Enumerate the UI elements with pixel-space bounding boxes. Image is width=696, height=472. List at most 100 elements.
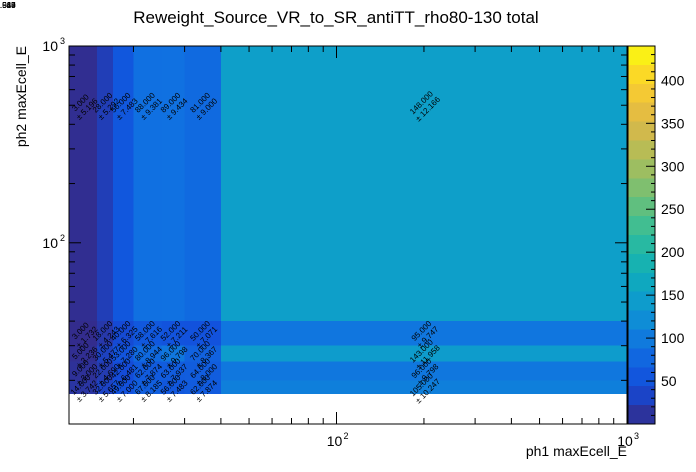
colorbar-band	[628, 367, 655, 387]
heatmap-cell	[69, 380, 98, 395]
heatmap-cell	[69, 345, 98, 362]
heatmap-cell	[220, 345, 628, 362]
cell-error-label: ± 18.947	[0, 1, 16, 10]
y-tick-label-exponent: 2	[60, 233, 65, 243]
heatmap-cell	[133, 380, 162, 395]
colorbar-band	[628, 348, 655, 368]
heatmap-cell	[69, 321, 98, 346]
colorbar-band	[628, 310, 655, 330]
cell-value-label: 359.000	[0, 0, 15, 1]
chart-title: Reweight_Source_VR_to_SR_antiTT_rho80-13…	[133, 8, 538, 27]
colorbar-tick-label: 50	[661, 373, 677, 389]
colorbar-band	[628, 140, 655, 160]
heatmap-cell	[97, 345, 113, 362]
heatmap-cell	[97, 361, 113, 381]
y-tick-label-exponent: 3	[60, 36, 65, 46]
colorbar-band	[628, 159, 655, 179]
colorbar-band	[628, 197, 655, 217]
heatmap-cell	[69, 361, 98, 381]
x-tick-label: 10 2	[327, 431, 349, 449]
cell-error-label: ± 19.519	[0, 1, 16, 10]
heatmap-cell	[133, 345, 162, 362]
cell-error-label: ± 14.560	[0, 1, 16, 10]
colorbar-band	[628, 46, 655, 65]
heatmap-cell	[133, 321, 162, 346]
colorbar-band	[628, 102, 655, 122]
cell-value-label: 381.000	[0, 0, 15, 1]
cell-value-label: 212.000	[0, 0, 15, 1]
cell-value-label: 442.000	[0, 0, 15, 1]
heatmap-cell	[112, 321, 134, 346]
colorbar: 50 100 150 200 250 300 350 400	[627, 45, 685, 425]
cell-label: 56.000± 7.483	[159, 373, 190, 404]
colorbar-tick-label: 400	[661, 72, 685, 88]
colorbar-band	[628, 64, 655, 84]
cell-label: 381.000± 19.519	[0, 0, 16, 10]
heatmap-cell	[112, 345, 134, 362]
heatmap-cell	[97, 321, 113, 346]
colorbar-band	[628, 235, 655, 254]
colorbar-tick-label: 250	[661, 201, 685, 217]
colorbar-band	[628, 386, 655, 406]
colorbar-band	[628, 272, 655, 292]
colorbar-band	[628, 178, 655, 198]
heatmap-cell	[161, 321, 185, 346]
x-tick-label-exponent: 3	[634, 431, 639, 441]
heatmap-cells	[69, 46, 628, 395]
heatmap-cell	[161, 345, 185, 362]
colorbar-tick-label: 300	[661, 158, 685, 174]
colorbar-band	[628, 329, 655, 349]
cell-error-label: ± 21.024	[0, 1, 16, 10]
y-tick-label-base: 10	[42, 235, 58, 251]
cell-label: 422.000± 20.543	[0, 0, 16, 10]
colorbar-band	[628, 253, 655, 273]
heatmap-cell	[112, 361, 134, 381]
colorbar-band	[628, 291, 655, 311]
colorbar-band	[628, 83, 655, 103]
heatmap-cell	[133, 361, 162, 381]
colorbar-band	[628, 121, 655, 141]
x-axis-label: ph1 maxEcell_E	[526, 443, 627, 459]
x-tick-label: 10 3	[617, 431, 639, 449]
heatmap-cell	[133, 46, 162, 322]
heatmap-cell	[220, 380, 628, 395]
y-tick-label: 10 3	[42, 36, 65, 54]
colorbar-tick-label: 100	[661, 330, 685, 346]
x-tick-label-base: 10	[617, 433, 633, 449]
cell-value-label: 422.000	[0, 0, 15, 1]
cell-label: 56.000± 7.483	[109, 91, 140, 122]
cell-label: 442.000± 21.024	[0, 0, 16, 10]
heatmap-cell	[112, 46, 134, 322]
heatmap-cell	[220, 361, 628, 381]
heatmap-cell	[97, 380, 113, 395]
y-tick-label-base: 10	[42, 38, 58, 54]
x-tick-label-exponent: 2	[343, 431, 348, 441]
heatmap-cell	[112, 380, 134, 395]
plot-frame	[68, 45, 628, 425]
colorbar-tick-label: 200	[661, 244, 685, 260]
y-tick-label: 10 2	[42, 233, 65, 251]
colorbar-tick-label: 350	[661, 115, 685, 131]
heatmap-cell	[97, 46, 113, 322]
x-axis: 10 2 10 3	[132, 46, 639, 449]
cell-error-label: ± 20.543	[0, 1, 16, 10]
heatmap-cell	[184, 345, 221, 362]
y-axis-label: ph2 maxEcell_E	[13, 46, 29, 147]
heatmap-cell	[161, 380, 185, 395]
heatmap-cell	[161, 46, 185, 322]
colorbar-band	[628, 216, 655, 235]
colorbar-tick-label: 150	[661, 287, 685, 303]
heatmap-cell	[184, 380, 221, 395]
heatmap-cell	[220, 321, 628, 346]
heatmap-cell	[220, 46, 628, 322]
heatmap-cell	[184, 361, 221, 381]
heatmap-cell	[161, 361, 185, 381]
colorbar-band	[628, 405, 655, 424]
heatmap-cell	[184, 321, 221, 346]
heatmap-cell	[184, 46, 221, 322]
x-tick-label-base: 10	[327, 433, 343, 449]
cell-label: 212.000± 14.560	[0, 0, 16, 10]
